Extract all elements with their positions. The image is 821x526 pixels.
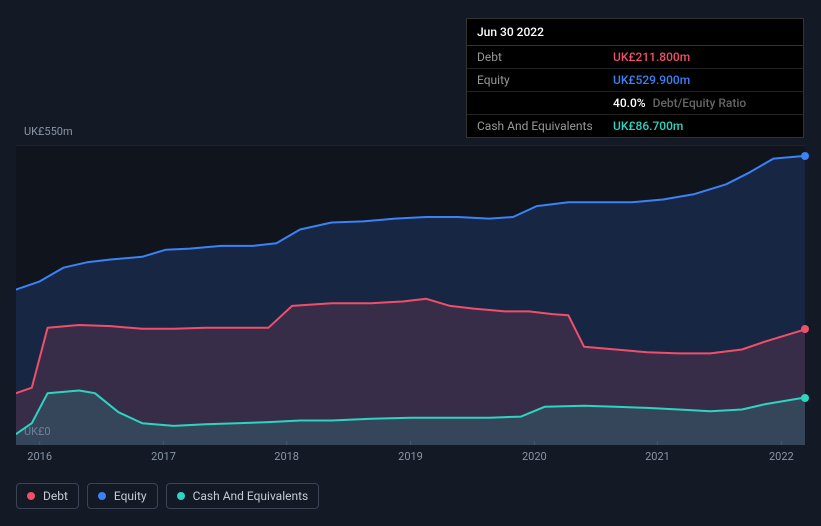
chart-tooltip: Jun 30 2022 Debt UK£211.800m Equity UK£529.… bbox=[466, 18, 804, 138]
tooltip-row-value: 40.0% Debt/Equity Ratio bbox=[613, 96, 746, 110]
tooltip-row-value: UK£529.900m bbox=[613, 73, 690, 87]
chart-svg bbox=[16, 145, 805, 445]
x-tick-label: 2021 bbox=[645, 450, 670, 463]
tooltip-row: Debt UK£211.800m bbox=[467, 46, 803, 69]
tooltip-row: Cash And Equivalents UK£86.700m bbox=[467, 115, 803, 137]
legend-item[interactable]: Debt bbox=[16, 483, 79, 509]
legend-dot-icon bbox=[98, 492, 106, 500]
series-end-marker bbox=[801, 152, 809, 160]
x-tick-label: 2018 bbox=[274, 450, 299, 463]
tooltip-date: Jun 30 2022 bbox=[467, 19, 803, 46]
tooltip-row-label: Debt bbox=[477, 50, 597, 64]
x-tick-label: 2016 bbox=[27, 450, 52, 463]
tooltip-row: 40.0% Debt/Equity Ratio bbox=[467, 92, 803, 115]
series-end-marker bbox=[801, 394, 809, 402]
tooltip-row-label bbox=[477, 96, 597, 110]
tooltip-row-sublabel: Debt/Equity Ratio bbox=[650, 96, 747, 110]
legend-label: Cash And Equivalents bbox=[193, 489, 309, 503]
series-end-marker bbox=[801, 325, 809, 333]
legend-item[interactable]: Equity bbox=[87, 483, 158, 509]
x-tick-label: 2019 bbox=[398, 450, 423, 463]
x-tick-label: 2017 bbox=[151, 450, 176, 463]
legend-dot-icon bbox=[27, 492, 35, 500]
chart-legend: Debt Equity Cash And Equivalents bbox=[16, 483, 319, 509]
tooltip-row-value: UK£211.800m bbox=[613, 50, 690, 64]
tooltip-row-label: Cash And Equivalents bbox=[477, 119, 597, 133]
tooltip-row-value: UK£86.700m bbox=[613, 119, 683, 133]
x-tick-label: 2020 bbox=[522, 450, 547, 463]
legend-item[interactable]: Cash And Equivalents bbox=[166, 483, 320, 509]
tooltip-row: Equity UK£529.900m bbox=[467, 69, 803, 92]
x-tick-label: 2022 bbox=[769, 450, 794, 463]
legend-label: Equity bbox=[114, 489, 147, 503]
legend-label: Debt bbox=[43, 489, 68, 503]
x-axis: 2016 2017 2018 2019 2020 2021 2022 bbox=[16, 450, 805, 466]
chart-plot-area[interactable] bbox=[16, 145, 805, 445]
tooltip-row-label: Equity bbox=[477, 73, 597, 87]
y-axis-max-label: UK£550m bbox=[24, 125, 73, 138]
legend-dot-icon bbox=[177, 492, 185, 500]
